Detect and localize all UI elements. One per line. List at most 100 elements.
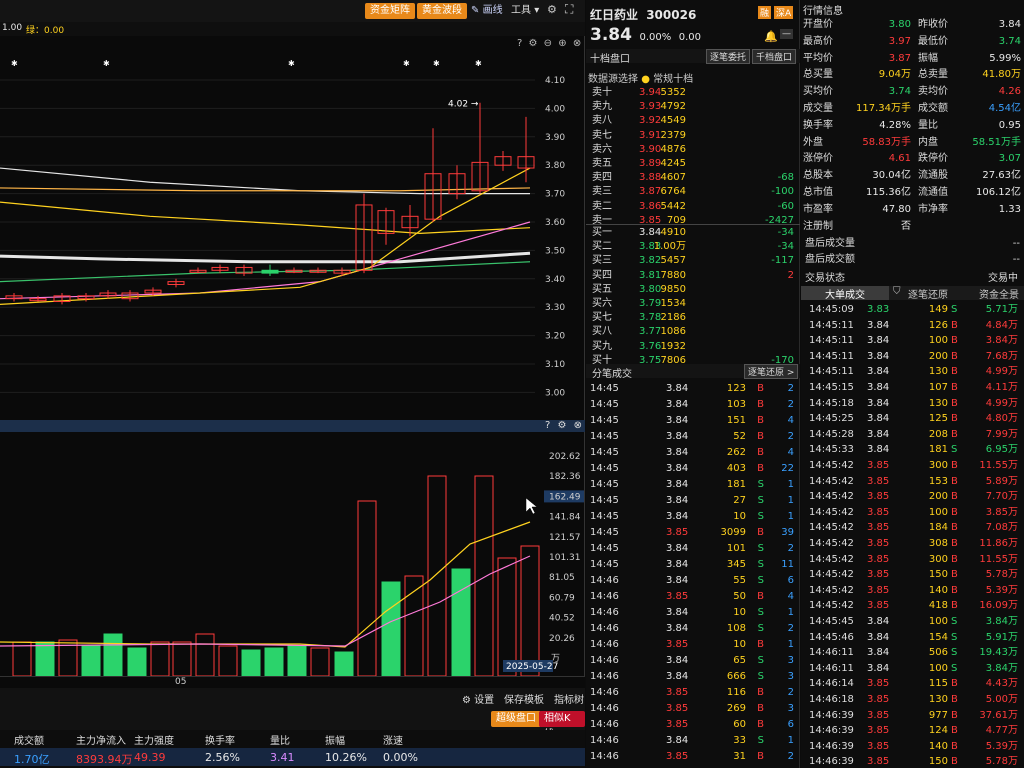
big-trade-row[interactable]: 14:45:42 3.85 140 B 5.39万 (801, 583, 1024, 598)
indicator-tree-tab[interactable]: 指标树 (554, 695, 584, 706)
tick-row[interactable]: 14:45 3.84 345 S 11 (586, 557, 800, 572)
big-trade-row[interactable]: 14:45:42 3.85 100 B 3.85万 (801, 505, 1024, 520)
orderbook-row[interactable]: 买七 3.78 2186 (586, 311, 800, 325)
help-icon[interactable]: ? (517, 38, 523, 49)
tick-row[interactable]: 14:46 3.85 116 B 2 (586, 685, 800, 700)
draw-line-button[interactable]: ✎ 画线 (466, 3, 508, 19)
tick-row[interactable]: 14:45 3.84 151 B 4 (586, 413, 800, 428)
candle-body[interactable] (355, 204, 373, 271)
source-selector[interactable]: 数据源选择 ● 常规十档 (588, 70, 693, 85)
tick-row[interactable]: 14:46 3.85 31 B 2 (586, 749, 800, 764)
filter-icon[interactable]: ⛉ (893, 286, 901, 297)
tick-row[interactable]: 14:46 3.84 55 S 6 (586, 573, 800, 588)
orderbook-row[interactable]: 卖十 3.94 5352 (586, 86, 800, 100)
candle-body[interactable] (471, 161, 489, 192)
volume-bar[interactable] (427, 475, 447, 676)
big-trade-row[interactable]: 14:45:42 3.85 418 B 16.09万 (801, 598, 1024, 613)
tick-row[interactable]: 14:46 3.84 10 S 1 (586, 605, 800, 620)
big-trade-row[interactable]: 14:46:39 3.85 140 B 5.39万 (801, 739, 1024, 754)
orderbook-row[interactable]: 卖五 3.89 4245 (586, 157, 800, 171)
tick-row[interactable]: 14:46 3.85 10 B 1 (586, 637, 800, 652)
event-marker[interactable]: ✱ (433, 59, 440, 68)
tick-row[interactable]: 14:46 3.85 50 B 4 (586, 589, 800, 604)
close-icon[interactable]: ⊗ (572, 38, 582, 49)
big-trade-row[interactable]: 14:46:18 3.85 130 B 5.00万 (801, 692, 1024, 707)
candle-body[interactable] (448, 173, 466, 195)
candle-body[interactable] (235, 266, 253, 274)
tick-row[interactable]: 14:46 3.85 60 B 6 (586, 717, 800, 732)
orderbook-row[interactable]: 卖六 3.90 4876 (586, 143, 800, 157)
tick-row[interactable]: 14:45 3.84 101 S 2 (586, 541, 800, 556)
volume-bar[interactable] (12, 641, 32, 676)
tick-row[interactable]: 14:45 3.84 123 B 2 (586, 381, 800, 396)
tick-row[interactable]: 14:45 3.84 103 B 2 (586, 397, 800, 412)
orderbook-row[interactable]: 买八 3.77 1086 (586, 325, 800, 339)
orderbook-row[interactable]: 卖七 3.91 2379 (586, 129, 800, 143)
big-trade-row[interactable]: 14:45:46 3.84 154 S 5.91万 (801, 630, 1024, 645)
event-marker[interactable]: ✱ (103, 59, 110, 68)
volume-bar[interactable] (150, 641, 170, 676)
candle-body[interactable] (309, 269, 327, 273)
big-trade-row[interactable]: 14:46:39 3.85 124 B 4.77万 (801, 723, 1024, 738)
candle-body[interactable] (77, 295, 95, 300)
big-trade-row[interactable]: 14:46:11 3.84 100 S 3.84万 (801, 661, 1024, 676)
orderbook-row[interactable]: 卖四 3.88 4607 -68 (586, 171, 800, 185)
big-trade-row[interactable]: 14:45:11 3.84 126 B 4.84万 (801, 318, 1024, 333)
volume-bar[interactable] (474, 475, 494, 676)
tick-row[interactable]: 14:46 3.84 666 S 3 (586, 669, 800, 684)
volume-bar[interactable] (497, 557, 517, 676)
minimize-icon[interactable]: — (780, 29, 793, 39)
tab-restore[interactable]: 逐笔还原 (908, 290, 948, 301)
super-order-button[interactable]: 超级盘口 (491, 711, 541, 727)
candle-body[interactable] (377, 210, 395, 234)
candle-body[interactable] (121, 292, 139, 300)
tab-fund-overview[interactable]: 资金全景 (979, 290, 1019, 301)
big-trade-row[interactable]: 14:45:25 3.84 125 B 4.80万 (801, 411, 1024, 426)
volume-bar[interactable] (264, 647, 284, 676)
big-trade-row[interactable]: 14:45:11 3.84 200 B 7.68万 (801, 349, 1024, 364)
big-trade-row[interactable]: 14:45:33 3.84 181 S 6.95万 (801, 442, 1024, 457)
minus-icon[interactable]: ⊖ (543, 38, 553, 49)
volume-bar[interactable] (310, 647, 330, 676)
big-trade-row[interactable]: 14:45:42 3.85 150 B 5.78万 (801, 567, 1024, 582)
plus-icon[interactable]: ⊕ (558, 38, 567, 49)
gear-icon[interactable]: ⚙ (528, 38, 538, 49)
fullscreen-icon[interactable]: ⛶ (565, 2, 574, 16)
candle-body[interactable] (285, 269, 303, 273)
big-trade-row[interactable]: 14:45:42 3.85 200 B 7.70万 (801, 489, 1024, 504)
candle-body[interactable] (517, 156, 535, 169)
volume-bar[interactable] (35, 641, 55, 676)
big-trade-row[interactable]: 14:45:09 3.83 149 S 5.71万 (801, 302, 1024, 317)
volume-bar[interactable] (103, 633, 123, 676)
event-marker[interactable]: ✱ (475, 59, 482, 68)
save-template-tab[interactable]: 保存模板 (504, 695, 544, 706)
orderbook-row[interactable]: 买四 3.81 7880 2 (586, 269, 800, 283)
tick-row[interactable]: 14:45 3.84 403 B 22 (586, 461, 800, 476)
orderbook-row[interactable]: 卖一 3.85 709 -2427 (586, 214, 800, 228)
candle-body[interactable] (424, 173, 442, 220)
big-trade-row[interactable]: 14:45:28 3.84 208 B 7.99万 (801, 427, 1024, 442)
orderbook-row[interactable]: 卖八 3.92 4549 (586, 114, 800, 128)
candle-body[interactable] (261, 269, 279, 274)
volume-bar[interactable] (381, 581, 401, 676)
settings-tab[interactable]: ⚙ 设置 (462, 695, 495, 706)
tick-row[interactable]: 14:46 3.85 269 B 3 (586, 701, 800, 716)
big-trade-row[interactable]: 14:46:14 3.85 115 B 4.43万 (801, 676, 1024, 691)
volume-bar[interactable] (127, 647, 147, 676)
volume-bar[interactable] (172, 641, 192, 676)
candle-body[interactable] (333, 269, 351, 274)
tick-row[interactable]: 14:46 3.84 108 S 2 (586, 621, 800, 636)
tick-restore-button[interactable]: 逐笔还原 > (744, 364, 799, 379)
tools-menu[interactable]: 工具 ▾ (506, 3, 544, 19)
big-trade-row[interactable]: 14:45:42 3.85 300 B 11.55万 (801, 458, 1024, 473)
gear-icon[interactable]: ⚙ (557, 420, 567, 431)
volume-bar[interactable] (81, 645, 101, 676)
bell-icon[interactable]: 🔔 (764, 30, 778, 43)
tick-row[interactable]: 14:45 3.85 3099 B 39 (586, 525, 800, 540)
tick-row[interactable]: 14:46 3.84 33 S 1 (586, 733, 800, 748)
tick-row[interactable]: 14:45 3.84 181 S 1 (586, 477, 800, 492)
golden-band-button[interactable]: 黄金波段 (417, 3, 467, 19)
candle-body[interactable] (29, 298, 47, 302)
big-trade-row[interactable]: 14:45:42 3.85 300 B 11.55万 (801, 552, 1024, 567)
big-trade-row[interactable]: 14:46:39 3.85 977 B 37.61万 (801, 708, 1024, 723)
